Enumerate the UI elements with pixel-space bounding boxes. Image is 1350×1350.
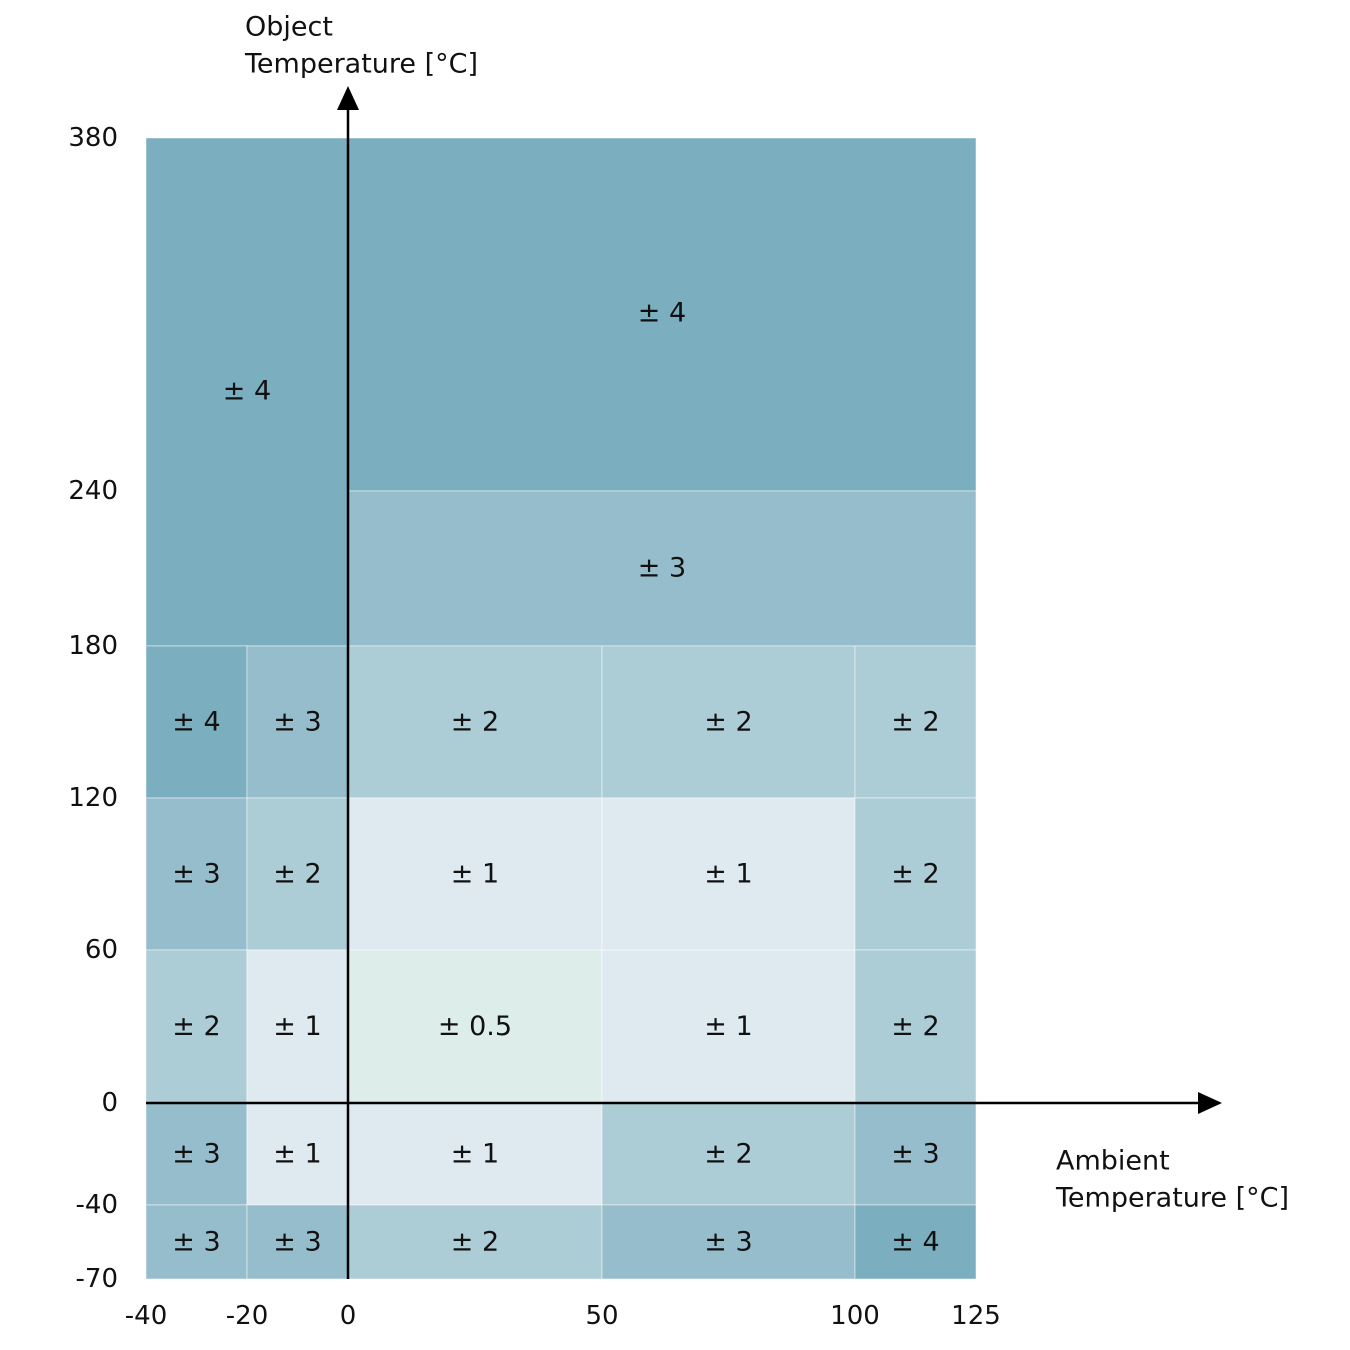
y-axis-title-line: Object (245, 12, 333, 43)
cell-value-label: ± 3 (172, 1139, 220, 1170)
heatmap-cell (854, 797, 977, 951)
heatmap-cell (246, 949, 349, 1104)
heatmap-cell (601, 797, 856, 951)
cell-value-label: ± 2 (273, 859, 321, 890)
x-tick-label: 0 (340, 1301, 357, 1331)
heatmap-cell (145, 137, 349, 647)
cell-value-label: ± 1 (451, 1139, 499, 1170)
heatmap-cell (246, 797, 349, 951)
heatmap-cell (246, 1102, 349, 1206)
cell-value-label: ± 3 (704, 1227, 752, 1258)
y-tick-label: 120 (68, 783, 118, 813)
cell-value-label: ± 3 (273, 1227, 321, 1258)
cell-value-label: ± 1 (273, 1139, 321, 1170)
heatmap-cell (347, 645, 603, 799)
heatmap-cell (601, 949, 856, 1104)
cell-value-label: ± 2 (172, 1011, 220, 1042)
chart-axes (146, 86, 1222, 1279)
heatmap-cell (347, 1102, 603, 1206)
heatmap-cell-labels: ± 4 ± 4 ± 3 ± 4 ± 3 ± 2 ± 2 ± 2 ± 3 ± 2 ± 1 ± 1 ± 2 ±… (172, 298, 939, 1258)
cell-value-label: ± 3 (273, 707, 321, 738)
cell-value-label: ± 2 (891, 859, 939, 890)
cell-value-label: ± 3 (638, 553, 686, 584)
heatmap-cell (145, 1102, 248, 1206)
heatmap-cell (246, 645, 349, 799)
y-axis-title-line: Temperature [°C] (244, 49, 478, 80)
heatmap-cell (854, 1102, 977, 1206)
cell-value-label: ± 1 (451, 859, 499, 890)
y-axis-arrowhead (337, 86, 359, 110)
y-tick-label: 0 (101, 1088, 118, 1118)
heatmap-cell (601, 1204, 856, 1280)
heatmap-cell (854, 949, 977, 1104)
y-tick-label: 180 (68, 631, 118, 661)
cell-value-label: ± 2 (891, 707, 939, 738)
cell-value-label: ± 1 (704, 1011, 752, 1042)
cell-value-label: ± 3 (172, 1227, 220, 1258)
y-tick-label: 380 (68, 123, 118, 153)
axis-titles: Object Temperature [°C] Ambient Temperature… (244, 12, 1289, 1214)
y-tick-label: -40 (76, 1190, 118, 1220)
heatmap-cell (854, 645, 977, 799)
heatmap-cell (347, 137, 977, 492)
cell-value-label: ± 4 (223, 376, 271, 407)
x-tick-label: 50 (585, 1301, 618, 1331)
x-axis-arrowhead (1198, 1092, 1222, 1114)
y-axis-tick-labels: -70 -40 0 60 120 180 240 380 (68, 123, 118, 1294)
x-axis-tick-labels: -40 -20 0 50 100 125 (125, 1301, 1001, 1331)
cell-value-label: ± 2 (451, 707, 499, 738)
heatmap-cells (145, 137, 977, 1280)
x-tick-label: 125 (951, 1301, 1001, 1331)
x-tick-label: -40 (125, 1301, 167, 1331)
cell-value-label: ± 2 (704, 1139, 752, 1170)
cell-value-label: ± 4 (638, 298, 686, 329)
cell-value-label: ± 2 (891, 1011, 939, 1042)
y-tick-label: 60 (85, 935, 118, 965)
cell-value-label: ± 3 (172, 859, 220, 890)
cell-value-label: ± 4 (172, 707, 220, 738)
y-tick-label: -70 (76, 1264, 118, 1294)
heatmap-cell (854, 1204, 977, 1280)
x-tick-label: 100 (830, 1301, 880, 1331)
x-axis-title-line: Ambient (1056, 1146, 1170, 1177)
x-axis-title-line: Temperature [°C] (1055, 1183, 1289, 1214)
heatmap-cell (347, 490, 977, 647)
cell-value-label: ± 1 (273, 1011, 321, 1042)
y-tick-label: 240 (68, 476, 118, 506)
cell-value-label: ± 4 (891, 1227, 939, 1258)
cell-value-label: ± 1 (704, 859, 752, 890)
x-tick-label: -20 (226, 1301, 268, 1331)
heatmap-cell (246, 1204, 349, 1280)
cell-value-label: ± 2 (704, 707, 752, 738)
cell-value-label: ± 2 (451, 1227, 499, 1258)
cell-value-label: ± 0.5 (438, 1011, 512, 1042)
heatmap-cell (145, 645, 248, 799)
heatmap-cell (601, 645, 856, 799)
cell-value-label: ± 3 (891, 1139, 939, 1170)
heatmap-cell (145, 949, 248, 1104)
